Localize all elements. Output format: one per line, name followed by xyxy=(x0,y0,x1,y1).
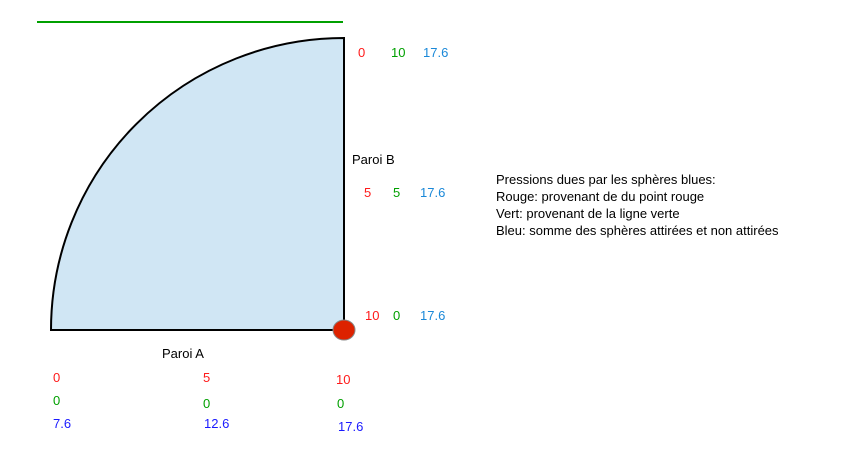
legend-title: Pressions dues par les sphères blues: xyxy=(496,172,716,187)
wall-a-blue-1: 12.6 xyxy=(204,416,230,431)
wall-a-red-1: 5 xyxy=(203,370,211,385)
wall-b-green-2: 0 xyxy=(393,308,401,323)
wall-a-red-0: 0 xyxy=(53,370,61,385)
wall-a-green-1: 0 xyxy=(203,396,211,411)
paroi-a-label: Paroi A xyxy=(162,346,204,361)
wall-b-red-1: 5 xyxy=(364,185,372,200)
wall-b-red-0: 0 xyxy=(358,45,366,60)
wall-b-green-1: 5 xyxy=(393,185,401,200)
legend-vert: Vert: provenant de la ligne verte xyxy=(496,206,680,221)
paroi-b-label: Paroi B xyxy=(352,152,395,167)
red-point xyxy=(332,319,356,341)
wall-a-red-2: 10 xyxy=(336,372,351,387)
wall-a-green-2: 0 xyxy=(337,396,345,411)
wall-b-blue-1: 17.6 xyxy=(420,185,446,200)
wall-b-green-0: 10 xyxy=(391,45,406,60)
legend-bleu: Bleu: somme des sphères attirées et non … xyxy=(496,223,779,238)
wall-b-red-2: 10 xyxy=(365,308,380,323)
wall-b-blue-2: 17.6 xyxy=(420,308,446,323)
wall-a-blue-2: 17.6 xyxy=(338,419,364,434)
wall-b-blue-0: 17.6 xyxy=(423,45,449,60)
legend-rouge: Rouge: provenant de du point rouge xyxy=(496,189,705,204)
wall-a-blue-0: 7.6 xyxy=(53,416,72,431)
quarter-circle-region xyxy=(49,36,345,331)
wall-a-green-0: 0 xyxy=(53,393,61,408)
